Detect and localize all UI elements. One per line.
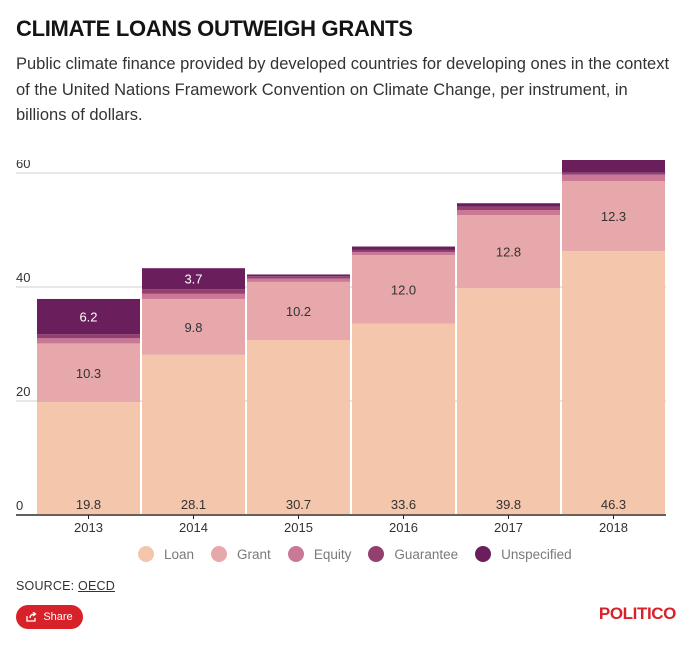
legend-item-guarantee: Guarantee xyxy=(368,546,458,562)
bar-segment-guarantee xyxy=(352,249,455,253)
source-prefix: SOURCE: xyxy=(16,579,79,593)
bar-segment-equity xyxy=(457,210,560,216)
data-label: 9.8 xyxy=(184,320,202,335)
x-tick-label: 2015 xyxy=(284,520,313,535)
data-label: 46.3 xyxy=(601,497,626,512)
bar-segment-unspecified xyxy=(37,298,140,335)
bar-segment-loan xyxy=(352,323,455,515)
share-icon xyxy=(26,612,37,622)
data-label: 19.8 xyxy=(76,497,101,512)
data-label: 12.0 xyxy=(391,282,416,297)
bar-segment-loan xyxy=(142,354,245,515)
legend-label: Guarantee xyxy=(394,546,459,562)
bar-segment-guarantee xyxy=(457,206,560,211)
data-label: 10.2 xyxy=(286,304,311,319)
data-label: 28.1 xyxy=(181,497,206,512)
data-label: 6.2 xyxy=(79,310,97,325)
legend-label: Loan xyxy=(164,546,195,562)
source-link[interactable]: OECD xyxy=(78,579,115,593)
bar-segment-grant xyxy=(37,343,140,403)
y-tick-label: 40 xyxy=(16,270,30,285)
y-tick-label: 20 xyxy=(16,384,30,399)
data-label: 10.3 xyxy=(76,366,101,381)
bar-segment-grant xyxy=(247,281,350,341)
chart-title: CLIMATE LOANS OUTWEIGH GRANTS xyxy=(16,16,413,41)
source-note: SOURCE: OECD xyxy=(16,579,115,593)
data-label: 12.8 xyxy=(496,245,521,260)
bar-segment-equity xyxy=(562,174,665,181)
legend-label: Grant xyxy=(237,546,271,562)
bar-segment-grant xyxy=(352,255,455,324)
bar-segment-equity xyxy=(142,293,245,299)
x-tick-label: 2018 xyxy=(599,520,628,535)
bar-segment-unspecified xyxy=(142,268,245,290)
bar-segment-loan xyxy=(457,288,560,515)
data-label: 3.7 xyxy=(184,272,202,287)
bar-segment-grant xyxy=(562,180,665,252)
bar-segment-guarantee xyxy=(247,276,350,279)
bar-segment-loan xyxy=(37,402,140,515)
x-tick-label: 2016 xyxy=(389,520,418,535)
bar-segment-grant xyxy=(457,215,560,289)
data-label: 33.6 xyxy=(391,497,416,512)
bar-segment-unspecified xyxy=(352,246,455,250)
legend-swatch xyxy=(475,546,492,562)
bar-segment-grant xyxy=(142,298,245,355)
legend-item-equity: Equity xyxy=(287,546,352,562)
bar-segment-loan xyxy=(247,340,350,515)
bar-segment-guarantee xyxy=(37,334,140,339)
bar-segment-guarantee xyxy=(142,289,245,294)
legend-label: Equity xyxy=(313,546,352,562)
bar-segment-unspecified xyxy=(562,160,665,173)
bar-segment-equity xyxy=(37,338,140,344)
y-tick-label: 60 xyxy=(16,160,30,171)
data-label: 12.3 xyxy=(601,209,626,224)
legend-label: Unspecified xyxy=(501,546,572,562)
chart-subtitle: Public climate finance provided by devel… xyxy=(16,55,670,124)
x-tick-label: 2014 xyxy=(179,520,208,535)
legend-item-unspecified: Unspecified xyxy=(475,546,572,562)
politico-logo: POLITICO xyxy=(598,604,676,623)
bar-segment-loan xyxy=(562,251,665,515)
data-label: 39.8 xyxy=(496,497,521,512)
share-button[interactable]: Share xyxy=(16,605,83,629)
share-label: Share xyxy=(43,611,73,623)
bar-segment-guarantee xyxy=(562,172,665,175)
x-tick-label: 2013 xyxy=(74,520,103,535)
legend-item-loan: Loan xyxy=(138,546,194,562)
x-tick-label: 2017 xyxy=(494,520,523,535)
legend-swatch xyxy=(211,546,228,562)
legend-swatch xyxy=(368,546,385,562)
stacked-bar-chart: 0 20 40 60 19.8 10.3 6.2 2013 28.1 9.8 3.7 2014 30.7… xyxy=(16,160,666,535)
bar-segment-unspecified xyxy=(457,203,560,207)
legend-item-grant: Grant xyxy=(211,546,271,562)
legend-swatch xyxy=(138,546,154,562)
y-tick-label: 0 xyxy=(16,498,23,513)
bar-segment-equity xyxy=(247,278,350,282)
bar-segment-unspecified xyxy=(247,274,350,277)
legend-swatch xyxy=(287,546,304,562)
bar-segment-equity xyxy=(352,252,455,256)
data-label: 30.7 xyxy=(286,497,311,512)
chart-legend: Loan Grant Equity Guarantee Unspecified xyxy=(138,546,589,562)
